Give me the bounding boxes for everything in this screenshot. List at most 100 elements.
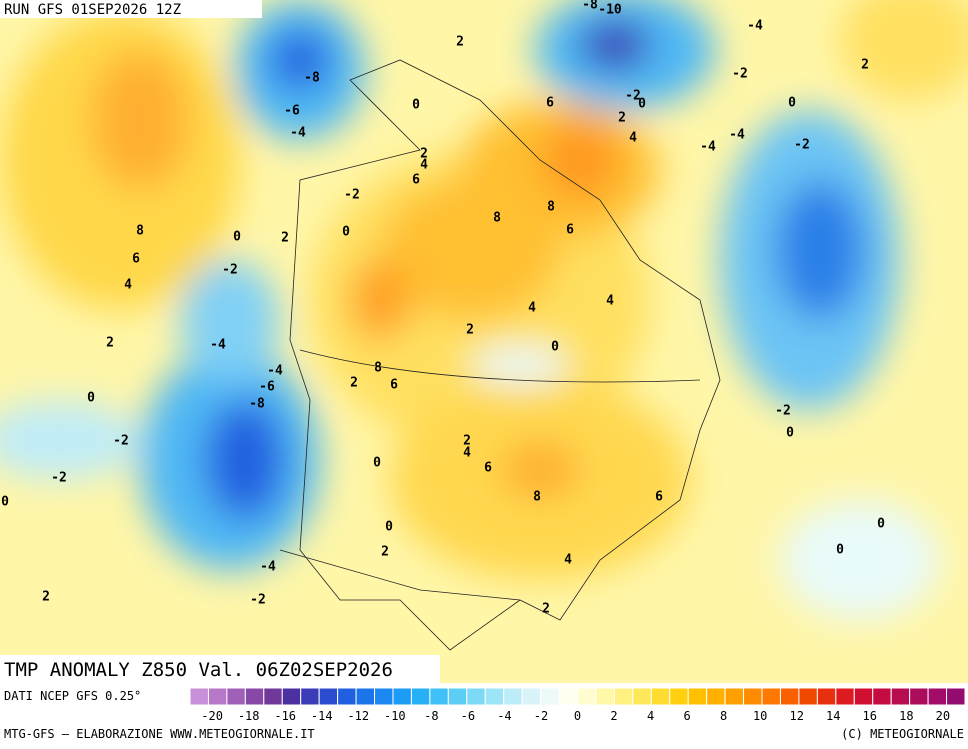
color-swatch (669, 687, 689, 706)
color-swatch (337, 687, 357, 706)
coastline (289, 59, 721, 651)
contour-label: 4 (528, 301, 536, 316)
color-swatch (484, 687, 505, 706)
contour-label: 6 (566, 223, 574, 238)
source-label: DATI NCEP GFS 0.25° (4, 689, 141, 703)
color-swatch (281, 687, 302, 706)
colorbar-tick-label: 16 (863, 709, 877, 723)
title-box (0, 655, 440, 683)
color-swatch (872, 687, 892, 706)
color-swatch (558, 687, 578, 706)
colorbar-tick-label: 8 (720, 709, 727, 723)
contour-label: 0 (836, 543, 844, 558)
color-swatch (244, 687, 265, 706)
colorbar-tick-label: 14 (826, 709, 840, 723)
contour-label: 4 (463, 446, 471, 461)
contour-label: 2 (106, 336, 114, 351)
color-swatch (724, 687, 745, 706)
color-swatch (853, 687, 874, 706)
contour-label: 2 (618, 111, 626, 126)
colorbar-tick-label: 6 (683, 709, 690, 723)
colorbar-tick-label: 4 (647, 709, 654, 723)
contour-label: -6 (259, 380, 275, 395)
contour-label: 0 (385, 520, 393, 535)
contour-label: 0 (1, 495, 9, 510)
color-swatch (429, 687, 449, 706)
contour-label: 0 (877, 517, 885, 532)
color-swatch (946, 687, 966, 706)
header-box (0, 0, 262, 18)
colorbar-tick-label: -2 (534, 709, 548, 723)
color-swatch (761, 687, 781, 706)
contour-label: 0 (412, 98, 420, 113)
contour-label: -10 (598, 3, 622, 18)
color-swatch (816, 687, 837, 706)
color-swatch (743, 687, 763, 706)
color-swatch (207, 687, 228, 706)
contour-label: 0 (638, 97, 646, 112)
contour-label: 2 (463, 434, 471, 449)
colorbar-tick-label: 2 (610, 709, 617, 723)
color-swatch (540, 687, 560, 706)
contour-label: -8 (249, 397, 265, 412)
colorbar-tick-label: 20 (936, 709, 950, 723)
color-swatch (300, 687, 320, 706)
contour-label: -2 (775, 404, 791, 419)
colorbar-tick-label: -16 (274, 709, 296, 723)
color-swatch (890, 687, 911, 706)
contour-label: -2 (794, 138, 810, 153)
contour-label: 6 (546, 96, 554, 111)
contour-label: -4 (260, 560, 276, 575)
color-swatch (318, 687, 339, 706)
contour-label: -2 (250, 593, 266, 608)
contour-label: -4 (729, 128, 745, 143)
color-swatch (263, 687, 283, 706)
contour-label: 4 (420, 158, 428, 173)
color-swatch (521, 687, 542, 706)
color-swatch (595, 687, 615, 706)
contour-label: -2 (113, 434, 129, 449)
contour-label: 2 (420, 147, 428, 162)
border (279, 549, 521, 601)
colorbar-tick-label: -10 (384, 709, 406, 723)
footer-right: (C) METEOGIORNALE (841, 727, 964, 741)
contour-label: 2 (466, 323, 474, 338)
colorbar-tick-label: 12 (789, 709, 803, 723)
contour-label: 0 (233, 230, 241, 245)
contour-label: 0 (87, 391, 95, 406)
contour-label: -4 (290, 126, 306, 141)
color-swatch (927, 687, 948, 706)
color-swatch (466, 687, 486, 706)
color-swatch (577, 687, 597, 706)
contour-label: 6 (132, 252, 140, 267)
colorbar-tick-label: -20 (201, 709, 223, 723)
footer-left: MTG-GFS — ELABORAZIONE WWW.METEOGIORNALE… (4, 727, 315, 741)
contour-label: 2 (281, 231, 289, 246)
contour-label: -2 (732, 67, 748, 82)
contour-label: 6 (484, 461, 492, 476)
color-swatch (909, 687, 929, 706)
colorbar-tick-label: -8 (424, 709, 438, 723)
contour-label: 0 (342, 225, 350, 240)
contour-label: 2 (381, 545, 389, 560)
contour-label: -2 (222, 263, 238, 278)
contour-label: 6 (412, 173, 420, 188)
contour-label: 4 (564, 553, 572, 568)
color-swatch (503, 687, 523, 706)
contour-label: 8 (493, 211, 501, 226)
contour-label: 8 (136, 224, 144, 239)
colorbar-tick-label: -4 (497, 709, 511, 723)
color-swatch (189, 687, 209, 706)
contour-label: 4 (629, 131, 637, 146)
contour-label: 4 (124, 278, 132, 293)
colorbar-tick-label: -18 (238, 709, 260, 723)
color-swatch (355, 687, 376, 706)
contour-label: 0 (788, 96, 796, 111)
contour-label: 6 (655, 490, 663, 505)
color-swatch (447, 687, 468, 706)
contour-label: 8 (374, 361, 382, 376)
contour-label: 2 (350, 376, 358, 391)
contour-label: 2 (542, 602, 550, 617)
